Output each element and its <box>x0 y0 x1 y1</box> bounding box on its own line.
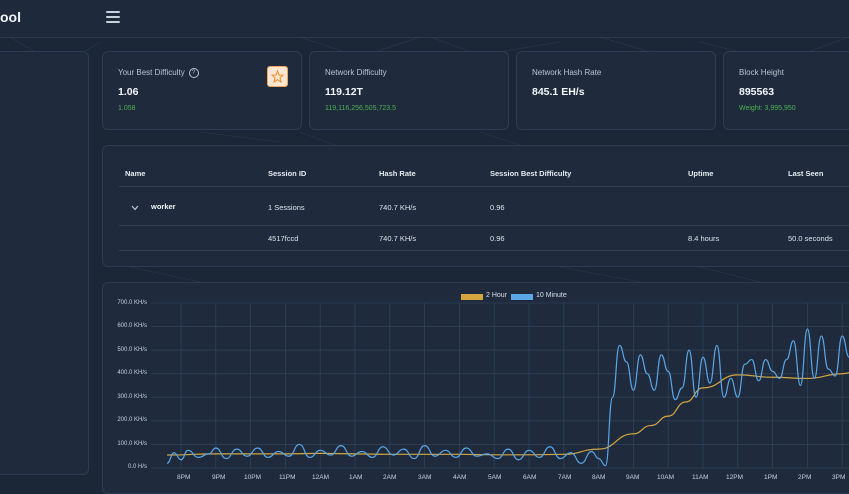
network-hash-rate-value: 845.1 EH/s <box>532 86 585 98</box>
x-tick-label: 2AM <box>383 474 397 481</box>
y-tick-label: 100.0 KH/s <box>117 441 147 447</box>
x-tick-label: 11PM <box>279 474 296 481</box>
best-difficulty-value: 1.06 <box>118 86 139 98</box>
hamburger-menu-icon[interactable] <box>106 11 120 23</box>
block-height-label: Block Height <box>739 68 784 77</box>
network-difficulty-sub: 119,116,256,505,723.5 <box>325 105 396 112</box>
x-tick-label: 12PM <box>726 474 743 481</box>
x-tick-label: 9PM <box>212 474 226 481</box>
x-tick-label: 2PM <box>798 474 812 481</box>
worker-best-difficulty: 0.96 <box>490 203 505 212</box>
session-best-difficulty: 0.96 <box>490 234 505 243</box>
y-tick-label: 0.0 H/s <box>127 464 147 470</box>
legend-label-10m[interactable]: 10 Minute <box>536 292 567 299</box>
x-tick-label: 1AM <box>349 474 363 481</box>
y-tick-label: 400.0 KH/s <box>117 370 147 376</box>
x-tick-label: 4AM <box>453 474 467 481</box>
x-tick-label: 1PM <box>764 474 778 481</box>
block-height-sub: Weight: 3,995,950 <box>739 105 796 112</box>
col-header-name: Name <box>125 169 146 178</box>
worker-hash-rate: 740.7 KH/s <box>379 203 417 212</box>
network-difficulty-label: Network Difficulty <box>325 68 387 77</box>
x-tick-label: 10PM <box>244 474 261 481</box>
legend-swatch-2h[interactable] <box>461 294 483 300</box>
x-tick-label: 8PM <box>177 474 191 481</box>
x-tick-label: 3AM <box>418 474 432 481</box>
x-tick-label: 10AM <box>657 474 674 481</box>
x-tick-label: 12AM <box>312 474 329 481</box>
session-id: 4517fccd <box>268 234 299 243</box>
header-divider <box>119 186 849 187</box>
col-header-session-best-difficulty: Session Best Difficulty <box>490 169 572 178</box>
worker-sessions: 1 Sessions <box>268 203 305 212</box>
star-button[interactable] <box>267 66 288 87</box>
network-hash-rate-card: Network Hash Rate 845.1 EH/s <box>516 51 716 130</box>
chevron-down-icon[interactable] <box>131 205 139 211</box>
col-header-hash-rate: Hash Rate <box>379 169 416 178</box>
top-bar: ool <box>0 0 849 38</box>
chart-plot-area <box>166 328 849 467</box>
network-difficulty-card: Network Difficulty 119.12T 119,116,256,5… <box>309 51 509 130</box>
block-height-card: Block Height 895563 Weight: 3,995,950 <box>723 51 849 130</box>
session-last-seen: 50.0 seconds <box>788 234 833 243</box>
session-uptime: 8.4 hours <box>688 234 720 243</box>
worker-name: worker <box>151 202 176 211</box>
col-header-session-id: Session ID <box>268 169 307 178</box>
block-height-value: 895563 <box>739 86 775 98</box>
series-line-2-hour <box>167 372 849 456</box>
hashrate-chart <box>151 302 849 469</box>
session-hash-rate: 740.7 KH/s <box>379 234 417 243</box>
y-tick-label: 600.0 KH/s <box>117 323 147 329</box>
x-tick-label: 6AM <box>523 474 537 481</box>
workers-table: Name Session ID Hash Rate Session Best D… <box>102 145 849 267</box>
network-hash-rate-label: Network Hash Rate <box>532 68 602 77</box>
x-tick-label: 3PM <box>832 474 846 481</box>
col-header-uptime: Uptime <box>688 169 714 178</box>
sidebar <box>0 51 89 475</box>
help-circle-icon[interactable]: ? <box>188 68 199 78</box>
x-tick-label: 7AM <box>558 474 572 481</box>
y-tick-label: 200.0 KH/s <box>117 417 147 423</box>
legend-label-2h[interactable]: 2 Hour <box>486 292 508 299</box>
best-difficulty-sub: 1.058 <box>118 105 136 112</box>
y-tick-label: 700.0 KH/s <box>117 300 147 306</box>
hashrate-chart-card: 2 Hour 10 Minute 700.0 KH/s 600.0 KH/s 5… <box>102 282 849 494</box>
legend-swatch-10m[interactable] <box>511 294 533 300</box>
x-tick-label: 8AM <box>592 474 606 481</box>
app-brand[interactable]: ool <box>0 9 21 25</box>
star-icon <box>270 69 285 84</box>
y-tick-label: 500.0 KH/s <box>117 347 147 353</box>
best-difficulty-card: Your Best Difficulty? 1.06 1.058 <box>102 51 302 130</box>
chart-grid <box>151 302 849 469</box>
row-divider <box>119 225 849 226</box>
y-tick-label: 300.0 KH/s <box>117 394 147 400</box>
col-header-last-seen: Last Seen <box>788 169 824 178</box>
series-line-10-minute <box>166 328 849 467</box>
x-tick-label: 5AM <box>488 474 502 481</box>
network-difficulty-value: 119.12T <box>325 86 363 98</box>
row-divider <box>119 250 849 251</box>
x-tick-label: 9AM <box>626 474 640 481</box>
best-difficulty-label: Your Best Difficulty? <box>118 68 199 78</box>
x-tick-label: 11AM <box>692 474 709 481</box>
